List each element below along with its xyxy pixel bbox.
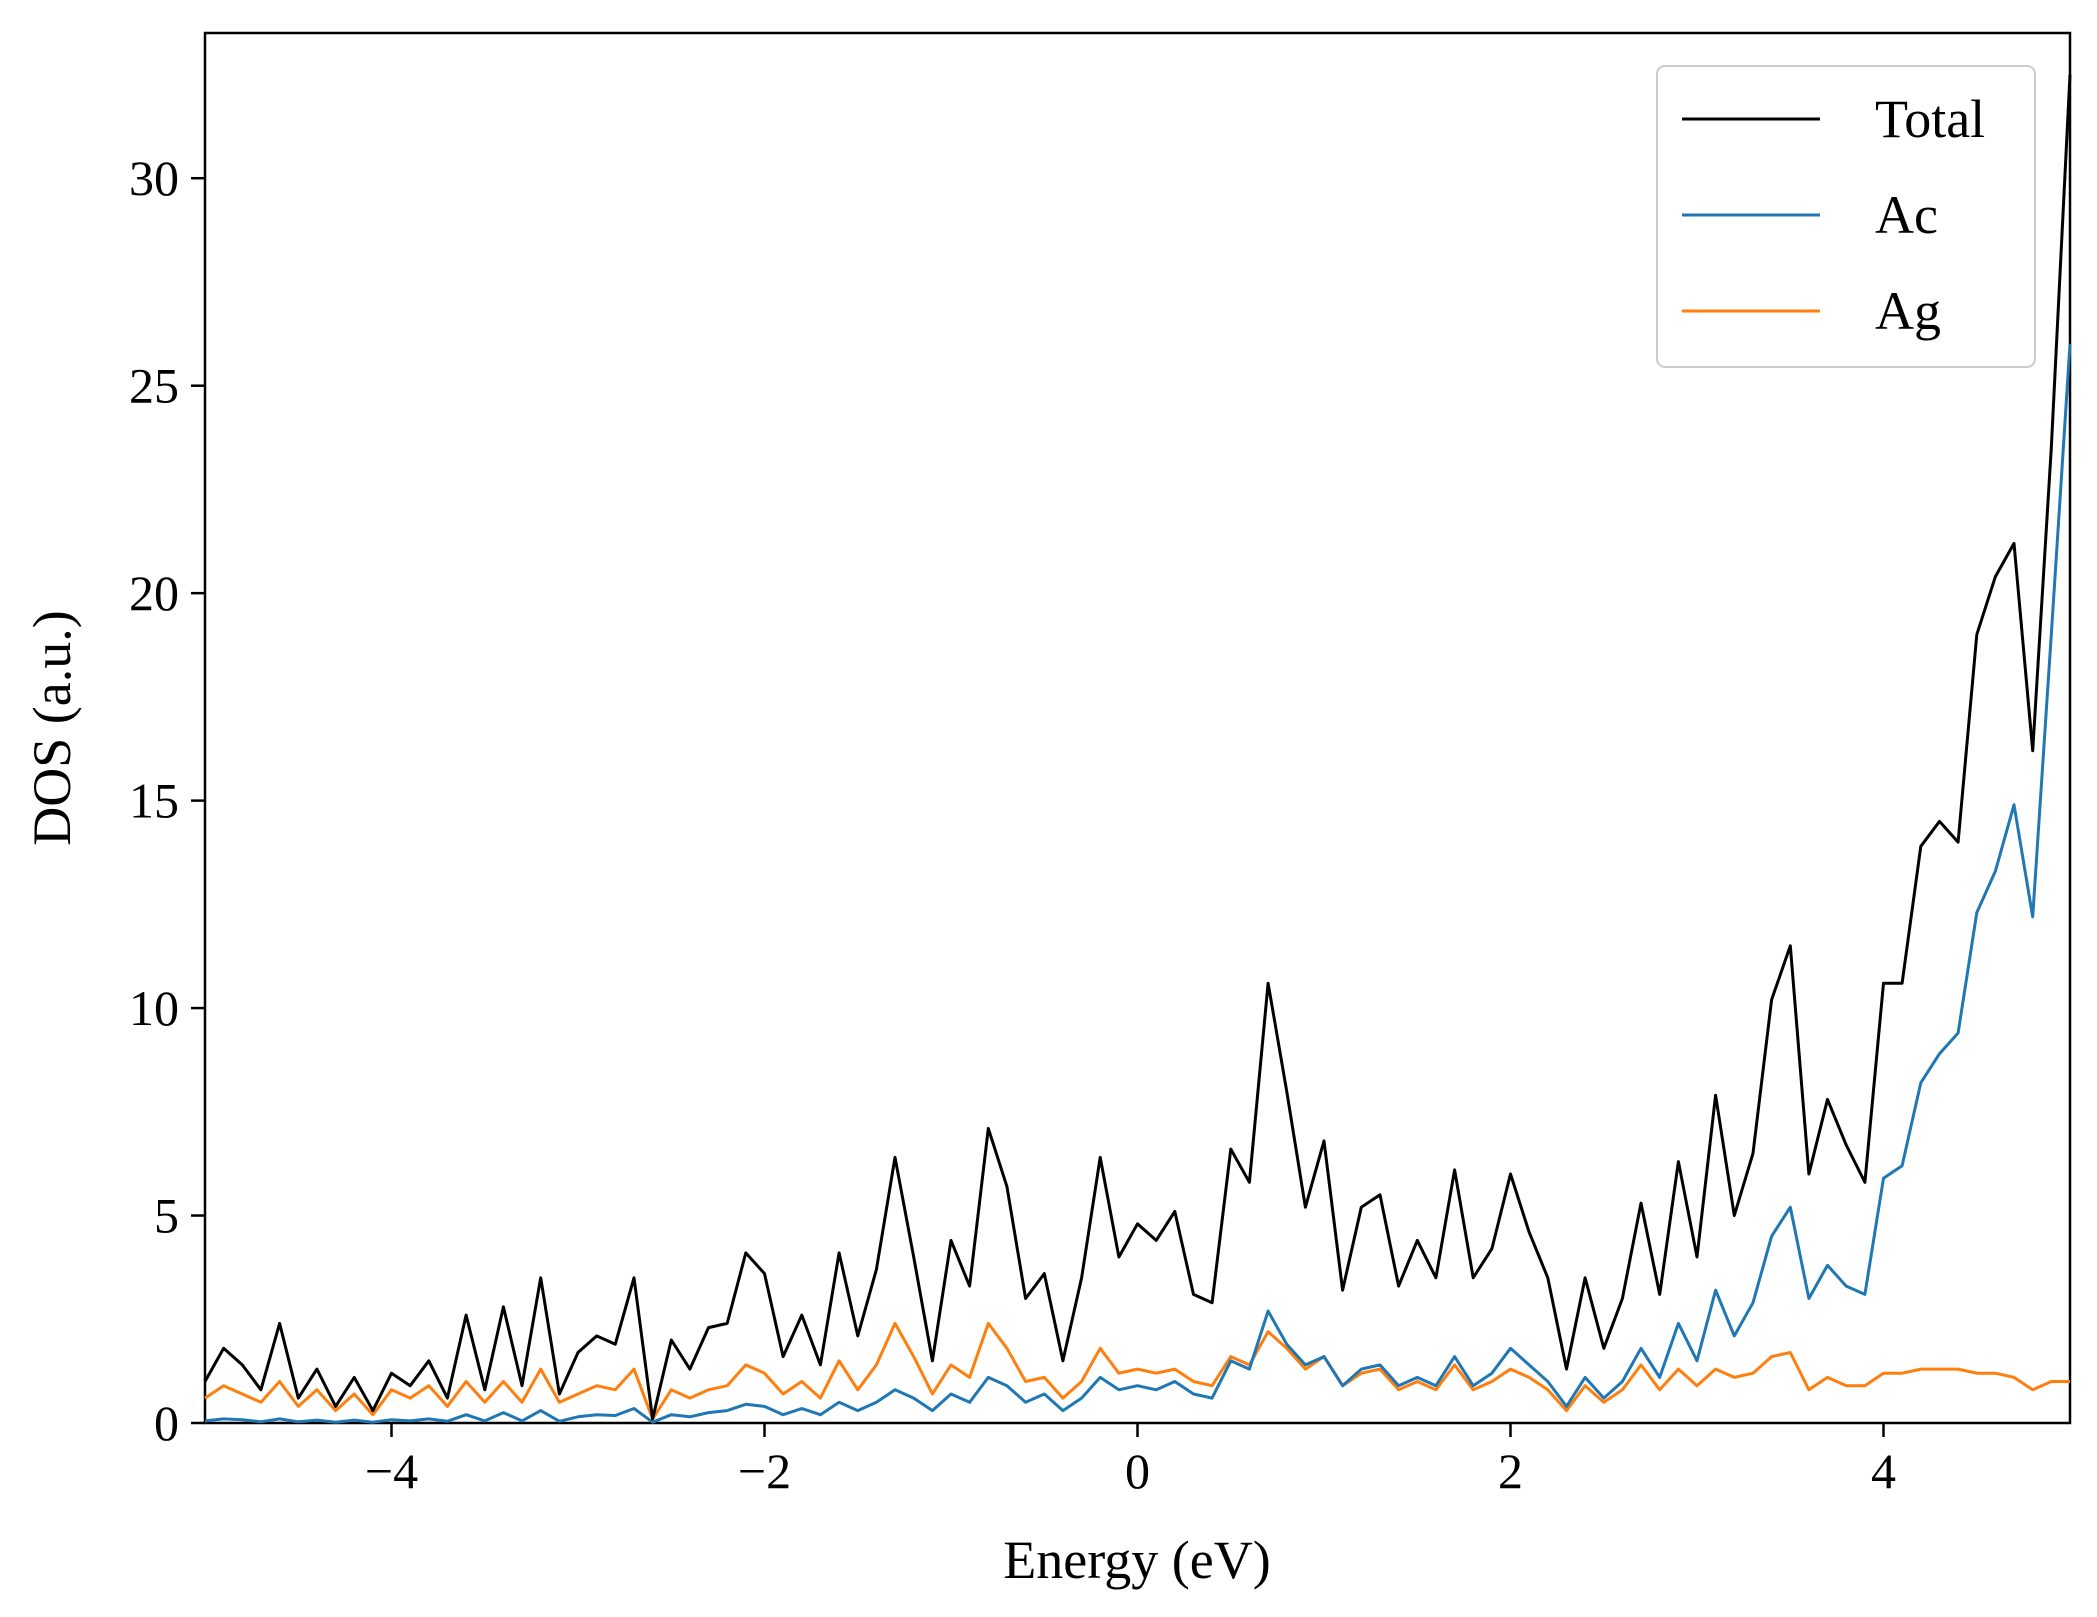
series-line-ag <box>204 1321 2070 1421</box>
y-tick-label: 5 <box>154 1188 179 1244</box>
legend-label-ac: Ac <box>1875 185 1938 245</box>
series-layer <box>203 74 2072 1424</box>
x-tick-label: 0 <box>1125 1443 1150 1499</box>
y-tick-label: 10 <box>129 980 179 1036</box>
y-tick-label: 20 <box>129 565 179 621</box>
series-line-ac <box>204 344 2072 1424</box>
legend-label-total: Total <box>1875 89 1985 149</box>
x-axis: −4 −2 0 2 4 <box>365 1423 1896 1499</box>
x-tick-label: −2 <box>738 1443 791 1499</box>
x-tick-label: −4 <box>365 1443 418 1499</box>
series-line-total <box>203 74 2072 1421</box>
x-tick-label: 4 <box>1871 1443 1896 1499</box>
y-tick-label: 0 <box>154 1395 179 1451</box>
x-tick-label: 2 <box>1498 1443 1523 1499</box>
legend-box <box>1656 65 2036 368</box>
y-tick-label: 15 <box>129 773 179 829</box>
x-axis-label: Energy (eV) <box>1003 1530 1270 1590</box>
y-tick-label: 25 <box>129 358 179 414</box>
legend: Total Ac Ag <box>1656 65 2036 368</box>
legend-label-ag: Ag <box>1875 281 1941 341</box>
y-tick-label: 30 <box>129 150 179 206</box>
y-axis-label: DOS (a.u.) <box>22 610 82 845</box>
y-axis: 0 5 10 15 20 25 30 <box>129 150 205 1451</box>
